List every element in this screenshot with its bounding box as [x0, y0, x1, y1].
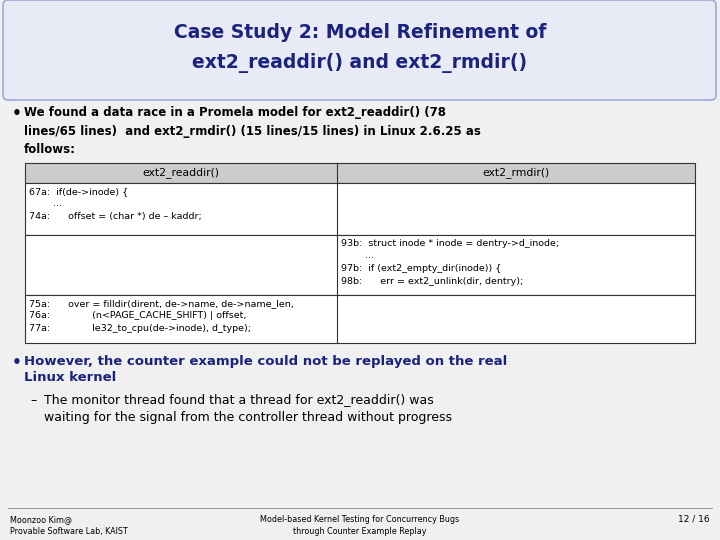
Text: Model-based Kernel Testing for Concurrency Bugs
through Counter Example Replay: Model-based Kernel Testing for Concurren…	[261, 515, 459, 536]
Text: 12 / 16: 12 / 16	[678, 515, 710, 524]
Text: Linux kernel: Linux kernel	[24, 371, 116, 384]
Text: 67a:  if(de->inode) {
        ...
74a:      offset = (char *) de – kaddr;: 67a: if(de->inode) { ... 74a: offset = (…	[29, 187, 202, 221]
Text: –: –	[30, 394, 36, 407]
Bar	[25, 295, 695, 343]
Bar	[25, 183, 695, 235]
Text: 93b:  struct inode * inode = dentry->d_inode;
        ...
97b:  if (ext2_empty_d: 93b: struct inode * inode = dentry->d_in…	[341, 239, 559, 286]
Bar	[25, 163, 695, 183]
Text: •: •	[12, 355, 22, 370]
FancyBboxPatch shape	[3, 0, 716, 100]
Text: 75a:      over = filldir(dirent, de->name, de->name_len,
76a:              (n<PA: 75a: over = filldir(dirent, de->name, de…	[29, 299, 294, 333]
Text: Moonzoo Kim@
Provable Software Lab, KAIST: Moonzoo Kim@ Provable Software Lab, KAIS…	[10, 515, 127, 536]
Text: The monitor thread found that a thread for ext2_readdir() was
waiting for the si: The monitor thread found that a thread f…	[44, 393, 452, 424]
Text: However, the counter example could not be replayed on the real: However, the counter example could not b…	[24, 355, 508, 368]
Text: ext2_readdir(): ext2_readdir()	[143, 167, 220, 178]
Bar	[25, 235, 695, 295]
Text: Case Study 2: Model Refinement of: Case Study 2: Model Refinement of	[174, 24, 546, 43]
Text: We found a data race in a Promela model for ext2_readdir() (78
lines/65 lines)  : We found a data race in a Promela model …	[24, 106, 481, 156]
Text: •: •	[12, 106, 22, 121]
Text: ext2_readdir() and ext2_rmdir(): ext2_readdir() and ext2_rmdir()	[192, 53, 528, 73]
Text: ext2_rmdir(): ext2_rmdir()	[482, 167, 549, 178]
